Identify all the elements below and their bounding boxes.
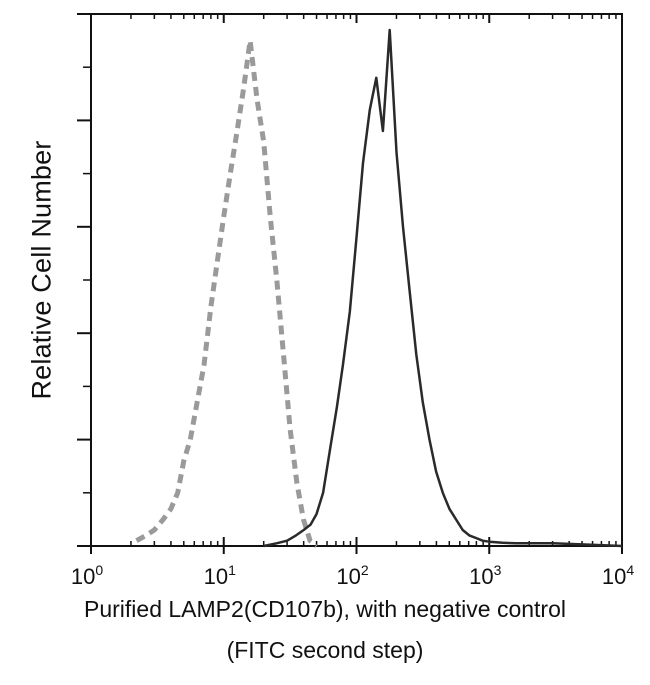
plot-frame <box>90 13 623 547</box>
series-layer <box>135 28 623 548</box>
x-axis-label-line2: (FITC second step) <box>226 637 424 663</box>
series-line-1 <box>135 38 319 548</box>
axis-ticks: 100 101 102 103 104 <box>71 13 634 589</box>
x-tick-label-2: 102 <box>336 562 368 589</box>
x-tick-label-1: 101 <box>204 562 236 589</box>
y-axis-label-wrap: Relative Cell Number <box>20 80 64 460</box>
x-axis-label-line1: Purified LAMP2(CD107b), with negative co… <box>84 596 566 622</box>
x-tick-label-3: 103 <box>469 562 501 589</box>
y-axis-label: Relative Cell Number <box>26 140 57 400</box>
series-line-2 <box>263 28 623 548</box>
x-tick-label-0: 100 <box>71 562 103 589</box>
x-tick-label-4: 104 <box>602 562 634 589</box>
